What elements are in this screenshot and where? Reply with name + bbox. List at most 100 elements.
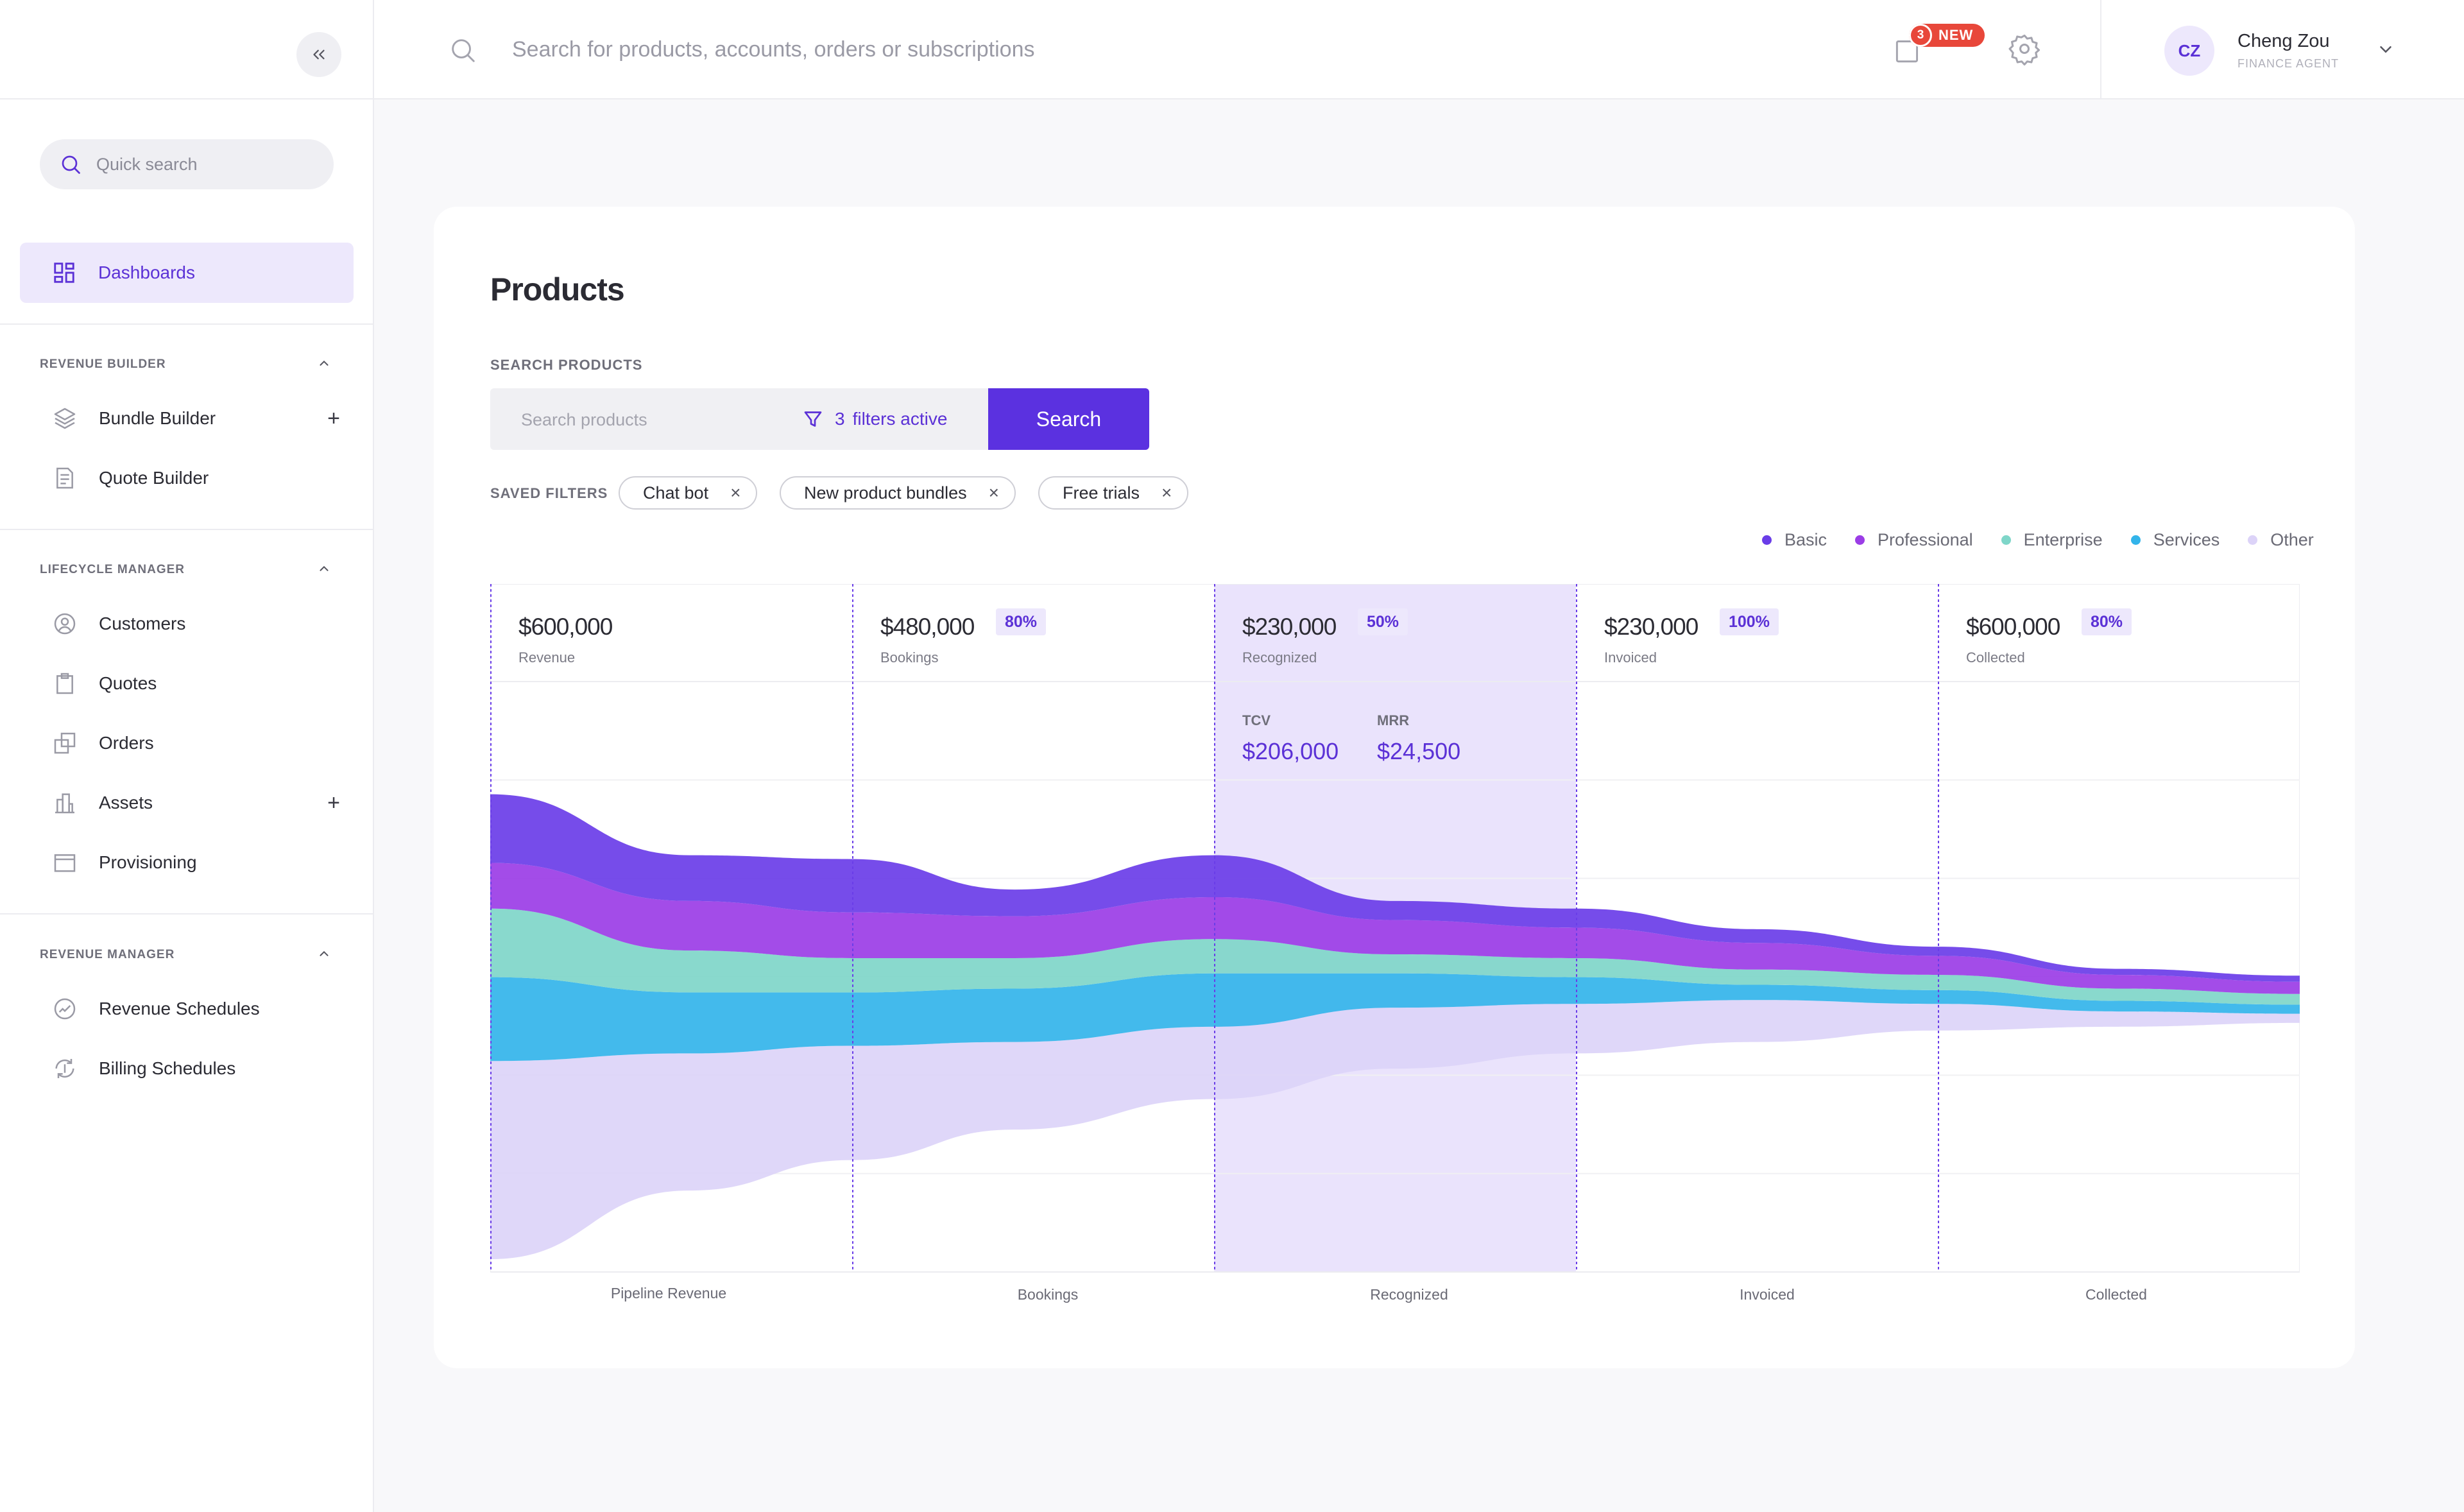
saved-filter-chip-new-product-bundles[interactable]: New product bundles ×	[780, 476, 1016, 510]
stage-header-invoiced: $230,000 Invoiced	[1604, 614, 1698, 666]
stage-value: $230,000	[1242, 614, 1337, 640]
legend-dot	[1855, 535, 1865, 545]
sidebar-item-customers[interactable]: Customers	[51, 608, 340, 639]
quick-search-input[interactable]: Quick search	[40, 139, 334, 189]
stage-label: Invoiced	[1604, 649, 1657, 666]
close-icon[interactable]: ×	[730, 483, 741, 503]
top-bar: Search for products, accounts, orders or…	[374, 0, 2464, 99]
search-icon[interactable]	[448, 35, 477, 65]
document-icon	[51, 465, 78, 492]
legend-label: Basic	[1784, 530, 1827, 549]
sidebar-item-provisioning[interactable]: Provisioning	[51, 847, 340, 878]
notification-icon[interactable]	[1892, 33, 1924, 65]
gear-icon[interactable]	[2008, 32, 2041, 65]
chip-label: New product bundles	[804, 483, 967, 503]
user-role: FINANCE AGENT	[2237, 57, 2340, 70]
avatar[interactable]: CZ	[2164, 26, 2214, 76]
legend-dot	[1762, 535, 1772, 545]
sidebar-item-billing-schedules[interactable]: Billing Schedules	[51, 1053, 340, 1084]
layers-icon	[51, 405, 78, 432]
user-circle-icon	[51, 610, 78, 637]
sidebar-item-label: Revenue Schedules	[99, 999, 260, 1018]
divider	[0, 913, 374, 915]
stage-header-collected: $600,000 Collected	[1966, 614, 2060, 666]
kpi-value: $206,000	[1242, 738, 1339, 764]
kpi-value: $24,500	[1377, 738, 1461, 764]
divider	[0, 323, 374, 325]
series-area-professional	[490, 863, 2300, 994]
chevron-up-icon[interactable]	[317, 356, 331, 370]
stage-value: $600,000	[1966, 614, 2060, 640]
filter-icon	[804, 411, 822, 427]
sidebar-item-label: Bundle Builder	[99, 408, 216, 428]
legend-item-services: Services	[2130, 530, 2220, 550]
legend-label: Services	[2153, 530, 2220, 549]
sidebar-item-dashboards[interactable]: Dashboards	[20, 243, 354, 303]
series-area-other	[490, 1000, 2300, 1259]
funnel-chart-svg	[490, 584, 2300, 1273]
search-icon	[62, 155, 80, 174]
filters-count: 3	[835, 409, 845, 429]
filters-active-button[interactable]: 3 filters active	[801, 408, 947, 431]
divider	[0, 529, 374, 530]
sidebar-header	[0, 0, 373, 99]
saved-filters-label: SAVED FILTERS	[490, 485, 608, 501]
chevron-up-icon[interactable]	[317, 562, 331, 576]
kpi-tcv: TCV $206,000	[1242, 712, 1339, 765]
filters-active-text: filters active	[852, 409, 948, 429]
sidebar-item-quotes[interactable]: Quotes	[51, 668, 340, 699]
dashboard-grid-icon	[54, 262, 74, 283]
x-axis-label-recognized: Recognized	[1370, 1286, 1448, 1303]
add-icon[interactable]: +	[327, 790, 340, 815]
legend-item-other: Other	[2248, 530, 2314, 550]
collapse-sidebar-button[interactable]	[296, 32, 341, 77]
sidebar-item-bundle-builder[interactable]: Bundle Builder +	[51, 403, 340, 434]
search-products-label: SEARCH PRODUCTS	[490, 357, 643, 373]
stage-label: Collected	[1966, 649, 2025, 666]
close-icon[interactable]: ×	[988, 483, 1000, 503]
revenue-funnel-chart: $600,000 Revenue $480,000 Bookings 80% $…	[490, 584, 2300, 1316]
close-icon[interactable]: ×	[1161, 483, 1172, 503]
sidebar-item-assets[interactable]: Assets +	[51, 787, 340, 818]
section-title-revenue-builder: REVENUE BUILDER	[40, 357, 166, 371]
sidebar-item-revenue-schedules[interactable]: Revenue Schedules	[51, 993, 340, 1024]
legend-item-professional: Professional	[1855, 530, 1973, 550]
stage-percent-badge: 50%	[1358, 608, 1408, 635]
product-search-placeholder: Search products	[521, 410, 647, 429]
search-button[interactable]: Search	[988, 388, 1149, 450]
building-icon	[51, 789, 78, 816]
kpi-mrr: MRR $24,500	[1377, 712, 1460, 765]
add-icon[interactable]: +	[327, 406, 340, 431]
sidebar-item-label: Quotes	[99, 673, 157, 693]
sidebar-item-label: Quote Builder	[99, 468, 209, 488]
saved-filter-chip-free-trials[interactable]: Free trials ×	[1038, 476, 1189, 510]
stage-header-recognized: $230,000 Recognized	[1242, 614, 1337, 666]
legend-label: Enterprise	[2023, 530, 2103, 549]
stage-value: $600,000	[518, 614, 613, 640]
chevron-up-icon[interactable]	[317, 947, 331, 961]
saved-filter-chip-chat-bot[interactable]: Chat bot ×	[619, 476, 758, 510]
notification-count: 3	[1909, 24, 1932, 47]
stage-label: Revenue	[518, 649, 576, 666]
stage-percent-badge: 100%	[1720, 608, 1779, 635]
stage-header-revenue: $600,000 Revenue	[518, 614, 613, 666]
legend-label: Other	[2270, 530, 2314, 549]
x-axis-label-pipeline-revenue: Pipeline Revenue	[610, 1285, 727, 1302]
sidebar-item-quote-builder[interactable]: Quote Builder	[51, 463, 340, 494]
chart-frame	[490, 584, 2300, 1273]
user-name[interactable]: Cheng Zou	[2237, 31, 2330, 51]
x-axis-label-invoiced: Invoiced	[1740, 1286, 1795, 1303]
legend-label: Professional	[1878, 530, 1973, 549]
legend-dot	[2248, 535, 2258, 545]
section-title-revenue-manager: REVENUE MANAGER	[40, 948, 175, 961]
sidebar-item-orders[interactable]: Orders	[51, 728, 340, 759]
kpi-label: TCV	[1242, 712, 1270, 728]
global-search-input[interactable]: Search for products, accounts, orders or…	[512, 37, 1035, 62]
legend-dot	[2001, 535, 2011, 545]
stage-value: $480,000	[880, 614, 975, 640]
products-card: Products SEARCH PRODUCTS Search products…	[434, 207, 2355, 1368]
double-chevron-left-icon	[313, 49, 325, 60]
chevron-down-icon[interactable]	[2376, 40, 2395, 59]
product-search-input[interactable]: Search products 3 filters active	[490, 388, 989, 450]
stage-label: Bookings	[880, 649, 939, 666]
